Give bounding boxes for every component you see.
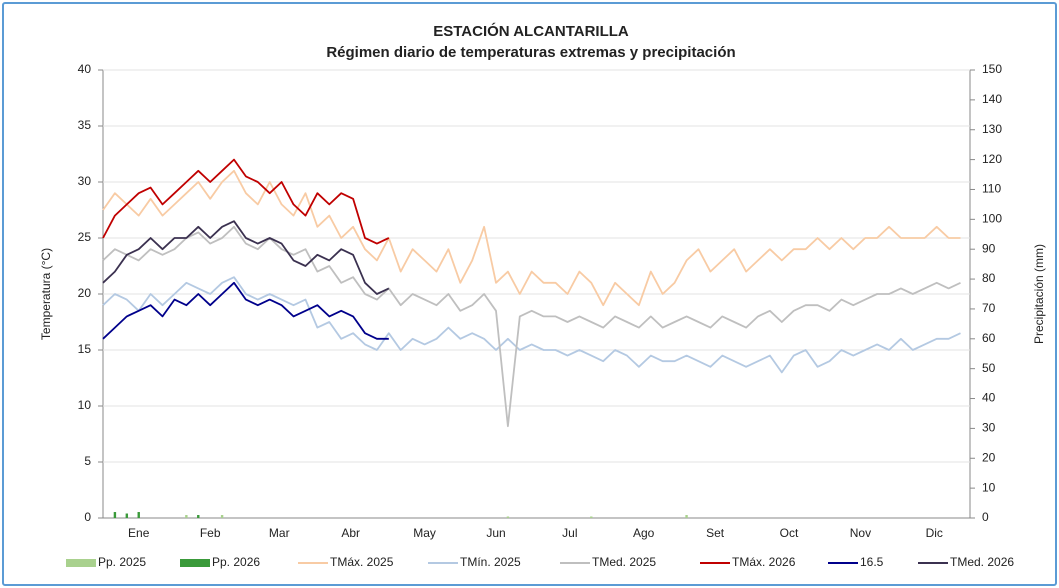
temp-line: [102, 276, 961, 374]
temp-line: [102, 220, 390, 295]
x-tick-label: Oct: [780, 526, 799, 540]
y-tick-label: 40: [78, 62, 92, 76]
x-tick-label: Feb: [200, 526, 221, 540]
y2-tick-label: 40: [982, 391, 996, 405]
precip-bar: [590, 516, 593, 518]
legend-label: 16.5: [860, 555, 884, 569]
precip-bar: [185, 515, 188, 518]
y2-tick-label: 120: [982, 152, 1002, 166]
y2-tick-label: 150: [982, 62, 1002, 76]
legend-label: TMáx. 2026: [732, 555, 796, 569]
y-tick-label: 10: [78, 398, 92, 412]
x-tick-label: Set: [706, 526, 725, 540]
precip-bar: [113, 512, 117, 518]
y-tick-label: 35: [78, 118, 92, 132]
temp-line: [102, 225, 961, 428]
legend-label: Pp. 2025: [98, 555, 146, 569]
y2-tick-label: 0: [982, 510, 989, 524]
y2-tick-label: 50: [982, 361, 996, 375]
precip-bar: [685, 515, 688, 518]
x-tick-label: Jul: [562, 526, 577, 540]
y2-tick-label: 20: [982, 450, 996, 464]
y-axis-label: Temperatura (°C): [39, 248, 53, 340]
legend-label: TMed. 2026: [950, 555, 1014, 569]
x-tick-label: Mar: [269, 526, 290, 540]
precip-bar: [506, 516, 510, 518]
y2-tick-label: 60: [982, 331, 996, 345]
precip-bar: [197, 515, 200, 518]
x-tick-label: Ago: [633, 526, 655, 540]
precip-bar: [137, 512, 140, 518]
y2-tick-label: 10: [982, 480, 996, 494]
y-tick-label: 30: [78, 174, 92, 188]
x-tick-label: Nov: [850, 526, 871, 540]
x-tick-label: Ene: [128, 526, 150, 540]
legend-label: Pp. 2026: [212, 555, 260, 569]
x-tick-label: Dic: [926, 526, 943, 540]
y2-tick-label: 90: [982, 241, 996, 255]
temp-line: [102, 281, 389, 340]
legend-swatch: [66, 559, 96, 567]
y2-tick-label: 70: [982, 301, 996, 315]
legend-swatch: [180, 559, 210, 567]
legend-label: TMáx. 2025: [330, 555, 394, 569]
x-tick-label: May: [413, 526, 436, 540]
y-tick-label: 25: [78, 230, 92, 244]
y2-tick-label: 110: [982, 182, 1001, 196]
y2-tick-label: 140: [982, 92, 1002, 106]
y2-tick-label: 80: [982, 271, 996, 285]
chart-title: ESTACIÓN ALCANTARILLA: [433, 22, 629, 40]
precip-bar: [220, 515, 224, 518]
chart-subtitle: Régimen diario de temperaturas extremas …: [326, 44, 735, 61]
x-tick-label: Abr: [341, 526, 360, 540]
x-tick-label: Jun: [486, 526, 505, 540]
y2-tick-label: 30: [982, 421, 996, 435]
legend-label: TMín. 2025: [460, 555, 521, 569]
y-tick-label: 0: [84, 510, 91, 524]
legend-label: TMed. 2025: [592, 555, 656, 569]
y-tick-label: 20: [78, 286, 92, 300]
y-tick-label: 5: [84, 454, 91, 468]
y2-tick-label: 100: [982, 212, 1002, 226]
temp-line: [102, 158, 390, 245]
y2-tick-label: 130: [982, 122, 1002, 136]
y2-axis-label: Precipitación (mm): [1032, 244, 1046, 344]
precip-bar: [125, 513, 129, 518]
y-tick-label: 15: [78, 342, 92, 356]
temp-line: [102, 169, 961, 307]
